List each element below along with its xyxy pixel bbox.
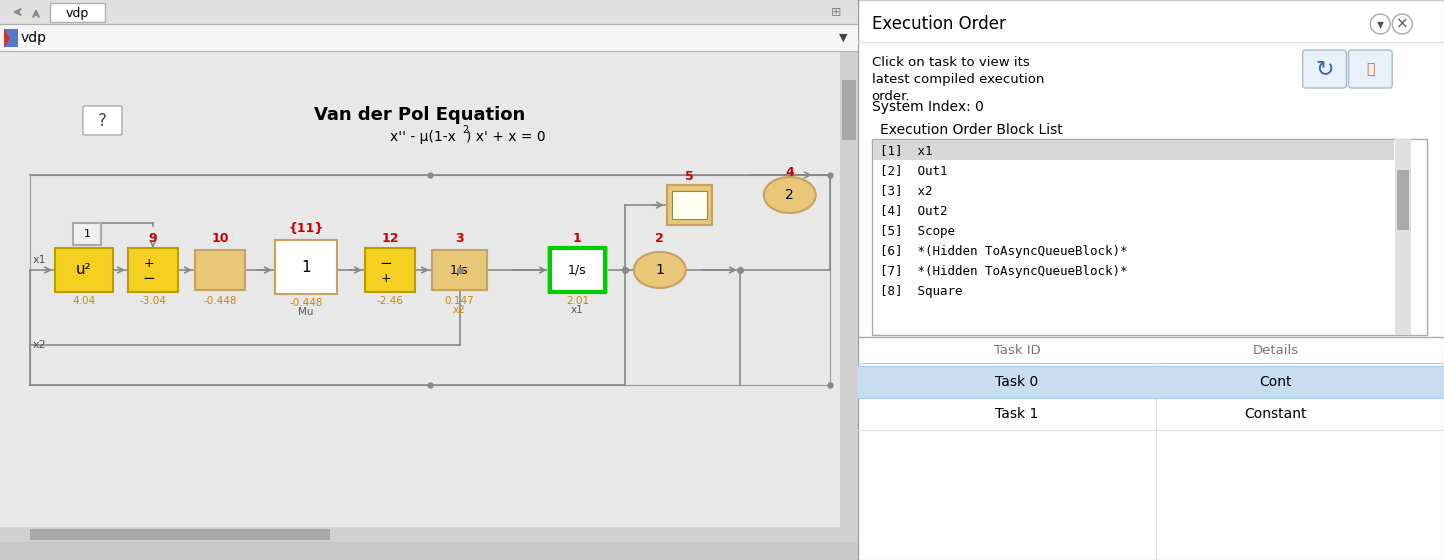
- FancyBboxPatch shape: [82, 106, 121, 135]
- Text: 1: 1: [302, 259, 310, 274]
- Bar: [55, 248, 113, 292]
- Text: Execution Order Block List: Execution Order Block List: [879, 123, 1063, 137]
- Text: Constant: Constant: [1245, 407, 1307, 421]
- Text: −: −: [380, 256, 393, 271]
- Text: 1: 1: [573, 232, 582, 245]
- FancyBboxPatch shape: [1349, 50, 1392, 88]
- Bar: [129, 248, 178, 292]
- Text: x1: x1: [33, 255, 46, 265]
- Text: Van der Pol Equation: Van der Pol Equation: [315, 106, 526, 124]
- Bar: [0, 0, 858, 24]
- Text: 2: 2: [462, 125, 468, 135]
- Text: 4: 4: [786, 166, 794, 180]
- Bar: [872, 139, 1427, 335]
- Ellipse shape: [764, 177, 816, 213]
- Text: +: +: [381, 272, 391, 285]
- Text: Details: Details: [1253, 343, 1298, 357]
- Bar: [858, 366, 1444, 398]
- Text: 1: 1: [656, 263, 664, 277]
- Text: Task ID: Task ID: [993, 343, 1040, 357]
- Text: 1/s: 1/s: [567, 264, 586, 277]
- Text: [4]  Out2: [4] Out2: [879, 204, 947, 217]
- Bar: [1398, 170, 1409, 230]
- Bar: [667, 185, 712, 225]
- Text: {11}: {11}: [289, 222, 323, 235]
- Text: [5]  Scope: [5] Scope: [879, 225, 954, 237]
- Text: vdp: vdp: [22, 31, 48, 45]
- Text: +: +: [143, 257, 155, 270]
- Text: -0.448: -0.448: [289, 298, 322, 308]
- Text: 2: 2: [656, 232, 664, 245]
- Text: 1: 1: [84, 229, 91, 239]
- Text: Task 0: Task 0: [995, 375, 1038, 389]
- Bar: [671, 191, 706, 219]
- Bar: [30, 529, 329, 540]
- Text: -3.04: -3.04: [140, 296, 166, 306]
- Bar: [0, 24, 858, 51]
- Bar: [842, 80, 856, 140]
- Text: 3: 3: [455, 232, 464, 245]
- Text: ) x' + x = 0: ) x' + x = 0: [466, 130, 546, 144]
- Text: ?: ?: [98, 112, 107, 130]
- Bar: [0, 51, 858, 542]
- Text: x1: x1: [570, 305, 583, 315]
- Bar: [4, 29, 17, 47]
- Text: Click on task to view its: Click on task to view its: [872, 55, 1030, 68]
- Text: [1]  x1: [1] x1: [879, 144, 933, 157]
- Text: ▼: ▼: [839, 33, 848, 43]
- Bar: [1395, 139, 1411, 335]
- Text: 1/s: 1/s: [451, 264, 469, 277]
- Bar: [547, 247, 608, 293]
- Text: [2]  Out1: [2] Out1: [879, 165, 947, 178]
- Text: ⬛: ⬛: [1366, 62, 1375, 76]
- Text: -0.448: -0.448: [204, 296, 237, 306]
- Text: order.: order.: [872, 90, 910, 102]
- Text: [7]  *(Hidden ToAsyncQueueBlock)*: [7] *(Hidden ToAsyncQueueBlock)*: [879, 264, 1128, 278]
- Text: −: −: [143, 271, 156, 286]
- Text: u²: u²: [77, 263, 92, 278]
- Text: Execution Order: Execution Order: [872, 15, 1005, 33]
- FancyBboxPatch shape: [51, 3, 105, 22]
- Text: vdp: vdp: [65, 7, 88, 20]
- Bar: [0, 527, 840, 542]
- Text: [6]  *(Hidden ToAsyncQueueBlock)*: [6] *(Hidden ToAsyncQueueBlock)*: [879, 245, 1128, 258]
- Text: 10: 10: [211, 232, 228, 245]
- Bar: [74, 223, 101, 245]
- Bar: [274, 240, 336, 294]
- FancyBboxPatch shape: [1302, 50, 1346, 88]
- Text: x'' - μ(1-x: x'' - μ(1-x: [390, 130, 456, 144]
- Text: 12: 12: [381, 232, 399, 245]
- Bar: [550, 248, 605, 292]
- Polygon shape: [4, 29, 10, 47]
- Text: [3]  x2: [3] x2: [879, 184, 933, 198]
- Ellipse shape: [634, 252, 686, 288]
- Bar: [550, 248, 605, 292]
- Text: ×: ×: [1396, 16, 1408, 31]
- Text: 2.01: 2.01: [566, 296, 589, 306]
- Text: Cont: Cont: [1259, 375, 1292, 389]
- Text: x2: x2: [453, 305, 466, 315]
- Text: ⊞: ⊞: [830, 6, 840, 18]
- Text: 4.04: 4.04: [72, 296, 95, 306]
- Text: Task 1: Task 1: [995, 407, 1038, 421]
- Bar: [872, 140, 1395, 160]
- Bar: [195, 250, 245, 290]
- Bar: [840, 51, 858, 542]
- Bar: [550, 248, 605, 292]
- Text: 5: 5: [684, 170, 693, 183]
- Bar: [432, 250, 487, 290]
- Text: ▾: ▾: [1376, 17, 1383, 31]
- Text: 2: 2: [786, 188, 794, 202]
- Text: -2.46: -2.46: [377, 296, 403, 306]
- Text: System Index: 0: System Index: 0: [872, 100, 983, 114]
- Bar: [30, 175, 830, 385]
- Text: ↻: ↻: [1315, 59, 1334, 79]
- Bar: [365, 248, 414, 292]
- Text: 0.147: 0.147: [445, 296, 474, 306]
- Text: 9: 9: [149, 232, 157, 245]
- Text: [8]  Square: [8] Square: [879, 284, 962, 297]
- Text: latest compiled execution: latest compiled execution: [872, 72, 1044, 86]
- Text: x2: x2: [33, 340, 46, 350]
- Text: Mu: Mu: [297, 307, 313, 317]
